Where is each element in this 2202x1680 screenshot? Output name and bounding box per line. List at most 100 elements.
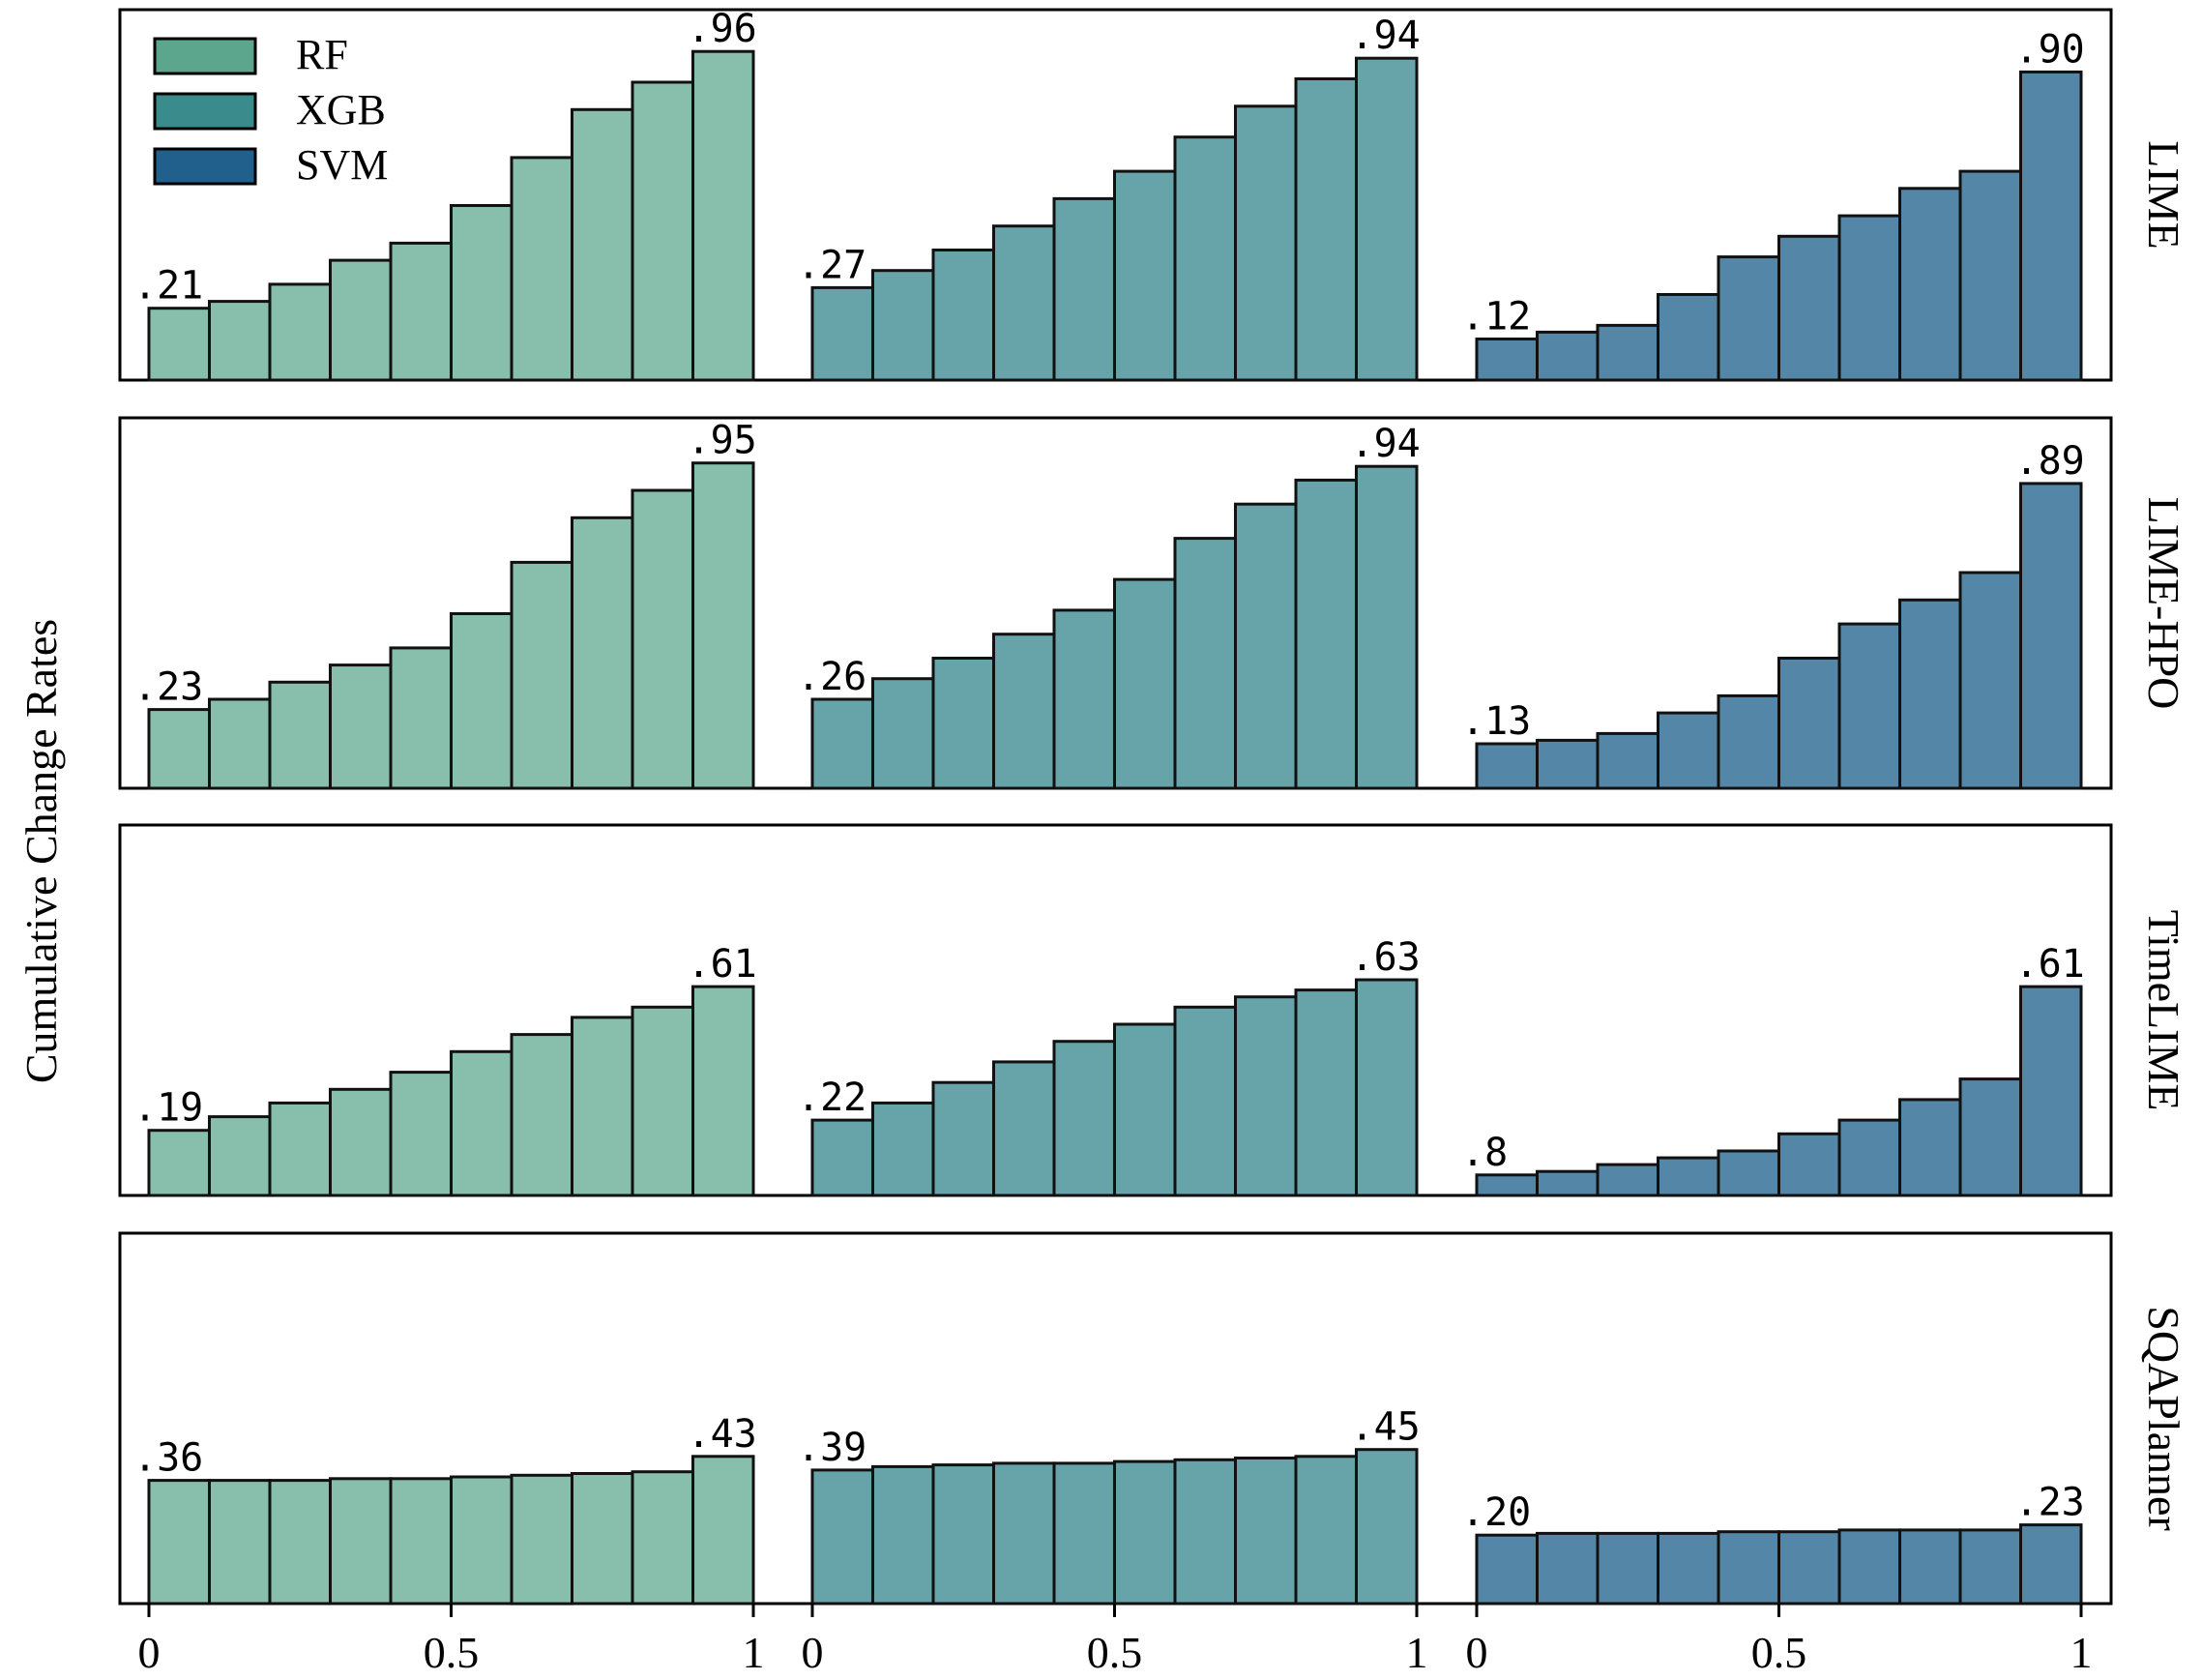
data-label-sqaplanner-rf-first: .36 — [133, 1436, 203, 1481]
row-title-timelime: TimeLIME — [2139, 910, 2188, 1111]
bar-timelime-svm-8 — [1958, 1077, 2022, 1197]
x-tick-label-1-2: 1 — [1406, 1628, 1428, 1677]
data-label-timelime-svm-first: .8 — [1461, 1131, 1508, 1175]
bar-lime-xgb-4 — [1052, 196, 1116, 382]
bar-timelime-xgb-8 — [1294, 988, 1358, 1197]
bar-lime-rf-3 — [329, 258, 393, 382]
bar-sqaplanner-svm-2 — [1596, 1531, 1659, 1606]
bar-lime-hpo-xgb-7 — [1234, 502, 1298, 790]
bar-lime-hpo-rf-6 — [510, 560, 573, 790]
bar-sqaplanner-svm-3 — [1657, 1531, 1720, 1606]
bar-lime-hpo-svm-6 — [1837, 622, 1901, 790]
bar-lime-svm-0 — [1475, 338, 1539, 382]
bar-lime-rf-1 — [208, 300, 272, 382]
bar-lime-svm-1 — [1536, 330, 1600, 382]
x-tick-label-2-1: 0.5 — [1751, 1628, 1807, 1677]
bar-lime-hpo-rf-2 — [268, 680, 332, 790]
bar-lime-rf-7 — [571, 107, 634, 382]
x-tick-label-2-0: 0 — [1466, 1628, 1488, 1677]
panels-group: .21 .96 .27 .94 .12 .90 LIME .23 .95 .26 .94 .13 .89… — [118, 7, 2188, 1606]
bar-sqaplanner-xgb-6 — [1173, 1458, 1237, 1606]
data-label-lime-xgb-first: .27 — [797, 243, 866, 287]
bar-sqaplanner-svm-8 — [1958, 1528, 2022, 1606]
bar-timelime-xgb-0 — [810, 1118, 874, 1197]
bar-lime-hpo-rf-1 — [208, 697, 272, 790]
bar-sqaplanner-xgb-1 — [871, 1464, 935, 1606]
bar-lime-rf-6 — [510, 156, 573, 382]
data-label-sqaplanner-svm-last: .23 — [2015, 1481, 2085, 1525]
bar-sqaplanner-svm-4 — [1717, 1530, 1780, 1606]
bar-sqaplanner-rf-5 — [450, 1475, 514, 1606]
data-label-lime-hpo-svm-last: .89 — [2015, 439, 2085, 484]
data-label-timelime-xgb-first: .22 — [797, 1076, 866, 1120]
bar-timelime-rf-8 — [631, 1005, 694, 1197]
bar-lime-svm-6 — [1837, 214, 1901, 382]
row-title-lime-hpo: LIME-HPO — [2139, 497, 2188, 710]
bar-sqaplanner-xgb-7 — [1234, 1457, 1298, 1606]
x-tick-label-0-2: 1 — [743, 1628, 765, 1677]
legend-swatch-xgb — [153, 92, 257, 131]
bar-sqaplanner-svm-7 — [1898, 1528, 1962, 1606]
bar-lime-xgb-6 — [1173, 135, 1237, 382]
bar-lime-hpo-rf-4 — [389, 646, 453, 790]
bar-lime-hpo-svm-2 — [1596, 731, 1659, 790]
bar-sqaplanner-rf-8 — [631, 1470, 694, 1606]
data-label-lime-xgb-last: .94 — [1351, 14, 1421, 58]
bar-timelime-svm-9 — [2019, 985, 2083, 1197]
bar-timelime-svm-5 — [1777, 1132, 1841, 1197]
data-label-lime-svm-first: .12 — [1461, 295, 1531, 339]
data-label-sqaplanner-xgb-first: .39 — [797, 1426, 866, 1470]
bar-lime-hpo-xgb-1 — [871, 677, 935, 790]
bar-sqaplanner-xgb-3 — [992, 1461, 1056, 1606]
row-title-sqaplanner: SQAPlanner — [2139, 1306, 2188, 1531]
bar-lime-svm-7 — [1898, 187, 1962, 382]
bar-lime-rf-2 — [268, 282, 332, 382]
bar-lime-hpo-xgb-5 — [1113, 577, 1177, 790]
x-tick-label-1-0: 0 — [802, 1628, 824, 1677]
data-label-timelime-svm-last: .61 — [2015, 942, 2085, 987]
bar-timelime-xgb-2 — [931, 1080, 995, 1197]
bar-lime-svm-3 — [1657, 293, 1720, 382]
bar-lime-hpo-rf-3 — [329, 663, 393, 790]
x-tick-label-2-2: 1 — [2070, 1628, 2093, 1677]
bar-lime-svm-9 — [2019, 70, 2083, 382]
bar-lime-hpo-xgb-2 — [931, 657, 995, 790]
bar-timelime-xgb-5 — [1113, 1022, 1177, 1197]
data-label-timelime-xgb-last: .63 — [1351, 935, 1421, 980]
bar-timelime-rf-5 — [450, 1049, 514, 1197]
bar-lime-hpo-rf-7 — [571, 516, 634, 790]
bar-timelime-rf-6 — [510, 1033, 573, 1197]
data-label-lime-hpo-rf-first: .23 — [133, 665, 203, 710]
bar-lime-hpo-svm-8 — [1958, 571, 2022, 790]
data-label-lime-hpo-xgb-last: .94 — [1351, 422, 1421, 466]
bar-timelime-rf-3 — [329, 1087, 393, 1197]
bar-lime-hpo-svm-4 — [1717, 693, 1780, 790]
x-tick-label-1-1: 0.5 — [1087, 1628, 1143, 1677]
bar-lime-hpo-rf-8 — [631, 488, 694, 790]
panel-sqaplanner: .36 .43 .39 .45 .20 .23 SQAPlanner — [118, 1231, 2188, 1606]
bar-sqaplanner-xgb-2 — [931, 1463, 995, 1606]
legend-swatch-rf — [153, 37, 257, 75]
bar-timelime-svm-0 — [1475, 1173, 1539, 1197]
bar-sqaplanner-rf-0 — [147, 1479, 211, 1606]
bar-timelime-rf-1 — [208, 1115, 272, 1197]
bar-lime-hpo-svm-9 — [2019, 482, 2083, 790]
x-axis: 0 0.5 1 0 0.5 1 0 0.5 1 — [138, 1604, 2093, 1677]
bar-lime-xgb-5 — [1113, 169, 1177, 382]
panel-lime: .21 .96 .27 .94 .12 .90 LIME — [118, 7, 2188, 382]
bar-timelime-svm-2 — [1596, 1163, 1659, 1197]
bar-timelime-xgb-7 — [1234, 995, 1298, 1197]
row-title-lime: LIME — [2139, 140, 2188, 249]
data-label-sqaplanner-svm-first: .20 — [1461, 1490, 1531, 1535]
bar-lime-xgb-7 — [1234, 104, 1298, 382]
bar-lime-xgb-1 — [871, 269, 935, 382]
bar-sqaplanner-rf-9 — [691, 1455, 755, 1606]
bar-lime-xgb-2 — [931, 249, 995, 382]
bar-lime-xgb-3 — [992, 224, 1056, 382]
bar-timelime-rf-0 — [147, 1129, 211, 1197]
bar-lime-rf-0 — [147, 307, 211, 382]
panel-lime-hpo: .23 .95 .26 .94 .13 .89 LIME-HPO — [118, 416, 2188, 790]
bar-lime-hpo-xgb-9 — [1355, 464, 1419, 790]
data-label-lime-hpo-svm-first: .13 — [1461, 699, 1531, 744]
